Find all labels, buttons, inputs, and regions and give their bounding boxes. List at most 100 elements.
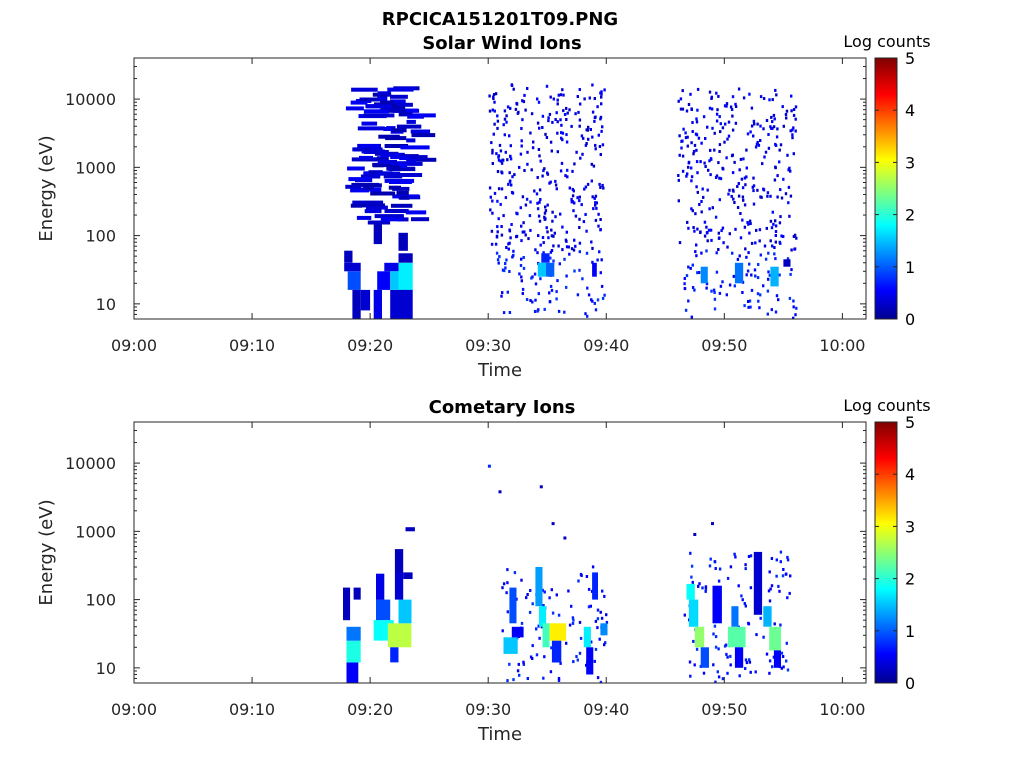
heatmap-cell bbox=[347, 166, 365, 171]
heatmap-cell bbox=[776, 195, 779, 199]
heatmap-cell bbox=[556, 279, 559, 283]
heatmap-cell bbox=[549, 256, 552, 260]
heatmap-cell bbox=[546, 230, 549, 234]
heatmap-cell bbox=[585, 251, 589, 255]
heatmap-cell bbox=[521, 118, 524, 122]
heatmap-cell bbox=[787, 168, 790, 172]
heatmap-cell bbox=[555, 111, 558, 115]
heatmap-cell bbox=[522, 266, 526, 270]
heatmap-cell bbox=[535, 192, 539, 196]
heatmap-cell bbox=[601, 183, 604, 187]
heatmap-cell bbox=[492, 95, 495, 99]
heatmap-cell bbox=[549, 250, 553, 254]
x-tick-label: 10:00 bbox=[819, 336, 865, 355]
heatmap-cell bbox=[579, 102, 582, 106]
heatmap-cell bbox=[522, 662, 525, 666]
heatmap-cell bbox=[689, 92, 692, 96]
heatmap-cell bbox=[754, 670, 757, 674]
heatmap-cell bbox=[704, 165, 707, 168]
heatmap-cell bbox=[773, 178, 777, 182]
y-tick-label: 100 bbox=[85, 227, 116, 246]
heatmap-cell bbox=[552, 244, 555, 248]
heatmap-cell bbox=[366, 104, 393, 109]
heatmap-cell bbox=[515, 102, 519, 106]
heatmap-cell bbox=[525, 596, 528, 600]
heatmap-cell bbox=[555, 297, 558, 301]
heatmap-cell bbox=[351, 182, 379, 187]
heatmap-cell bbox=[554, 183, 558, 187]
heatmap-cell bbox=[506, 105, 510, 109]
heatmap-cell bbox=[701, 187, 704, 191]
heatmap-cell bbox=[579, 636, 583, 640]
heatmap-cell bbox=[600, 129, 603, 133]
heatmap-cell bbox=[700, 200, 703, 203]
heatmap-cell bbox=[687, 103, 691, 106]
heatmap-cell bbox=[550, 646, 553, 650]
heatmap-cell bbox=[741, 186, 745, 190]
heatmap-cell bbox=[538, 636, 541, 640]
heatmap-cell bbox=[759, 616, 762, 620]
heatmap-cell bbox=[601, 296, 605, 300]
heatmap-cell bbox=[778, 160, 781, 164]
heatmap-cell bbox=[774, 310, 778, 314]
heatmap-cell bbox=[792, 108, 796, 111]
heatmap-block bbox=[586, 647, 594, 675]
heatmap-cell bbox=[544, 132, 547, 136]
heatmap-cell bbox=[782, 235, 785, 238]
heatmap-cell bbox=[547, 236, 550, 240]
heatmap-cell bbox=[597, 212, 600, 216]
heatmap-cell bbox=[363, 150, 389, 154]
heatmap-cell bbox=[543, 655, 546, 659]
heatmap-cell bbox=[685, 274, 689, 278]
heatmap-cell bbox=[516, 212, 519, 216]
heatmap-cell bbox=[795, 306, 798, 310]
heatmap-cell bbox=[535, 627, 538, 631]
heatmap-cell bbox=[566, 168, 569, 172]
heatmap-cell bbox=[788, 591, 791, 595]
heatmap-cell bbox=[754, 241, 757, 245]
heatmap-cell bbox=[678, 134, 681, 138]
heatmap-cell bbox=[529, 299, 532, 302]
heatmap-cell bbox=[526, 150, 529, 154]
heatmap-cell bbox=[598, 182, 601, 186]
heatmap-cell bbox=[552, 234, 555, 238]
heatmap-cell bbox=[717, 647, 720, 651]
heatmap-cell bbox=[578, 124, 581, 128]
heatmap-cell bbox=[593, 196, 596, 200]
heatmap-cell bbox=[493, 122, 496, 126]
heatmap-cell bbox=[406, 158, 416, 163]
heatmap-cell bbox=[697, 271, 701, 274]
heatmap-cell bbox=[683, 282, 686, 286]
heatmap-cell bbox=[696, 87, 700, 91]
heatmap-cell bbox=[559, 118, 562, 122]
heatmap-cell bbox=[537, 214, 541, 218]
heatmap-cell bbox=[533, 310, 537, 313]
colorbar-tick-label: 0 bbox=[905, 310, 915, 329]
heatmap-cell bbox=[721, 126, 725, 130]
heatmap-cell bbox=[745, 148, 748, 152]
heatmap-cell bbox=[586, 128, 589, 132]
heatmap-cell bbox=[593, 97, 596, 100]
panel-title: Solar Wind Ions bbox=[422, 33, 581, 54]
heatmap-cell bbox=[533, 189, 536, 193]
heatmap-cell bbox=[714, 635, 718, 639]
heatmap-cell bbox=[774, 166, 777, 170]
heatmap-cell bbox=[580, 134, 584, 138]
heatmap-cell bbox=[557, 613, 561, 617]
heatmap-cell bbox=[753, 122, 756, 126]
heatmap-cell bbox=[552, 97, 555, 101]
heatmap-cell bbox=[578, 195, 581, 199]
heatmap-cell bbox=[521, 292, 524, 295]
heatmap-cell bbox=[713, 148, 716, 152]
heatmap-cell bbox=[538, 219, 542, 223]
heatmap-cell bbox=[587, 587, 591, 591]
heatmap-cell bbox=[767, 251, 770, 255]
heatmap-cell bbox=[683, 613, 686, 617]
heatmap-point bbox=[711, 522, 714, 526]
heatmap-cell bbox=[786, 257, 790, 261]
heatmap-cell bbox=[544, 209, 548, 213]
heatmap-cell bbox=[520, 144, 523, 148]
heatmap-cell bbox=[571, 200, 574, 204]
heatmap-cell bbox=[583, 187, 586, 191]
heatmap-cell bbox=[750, 106, 754, 110]
